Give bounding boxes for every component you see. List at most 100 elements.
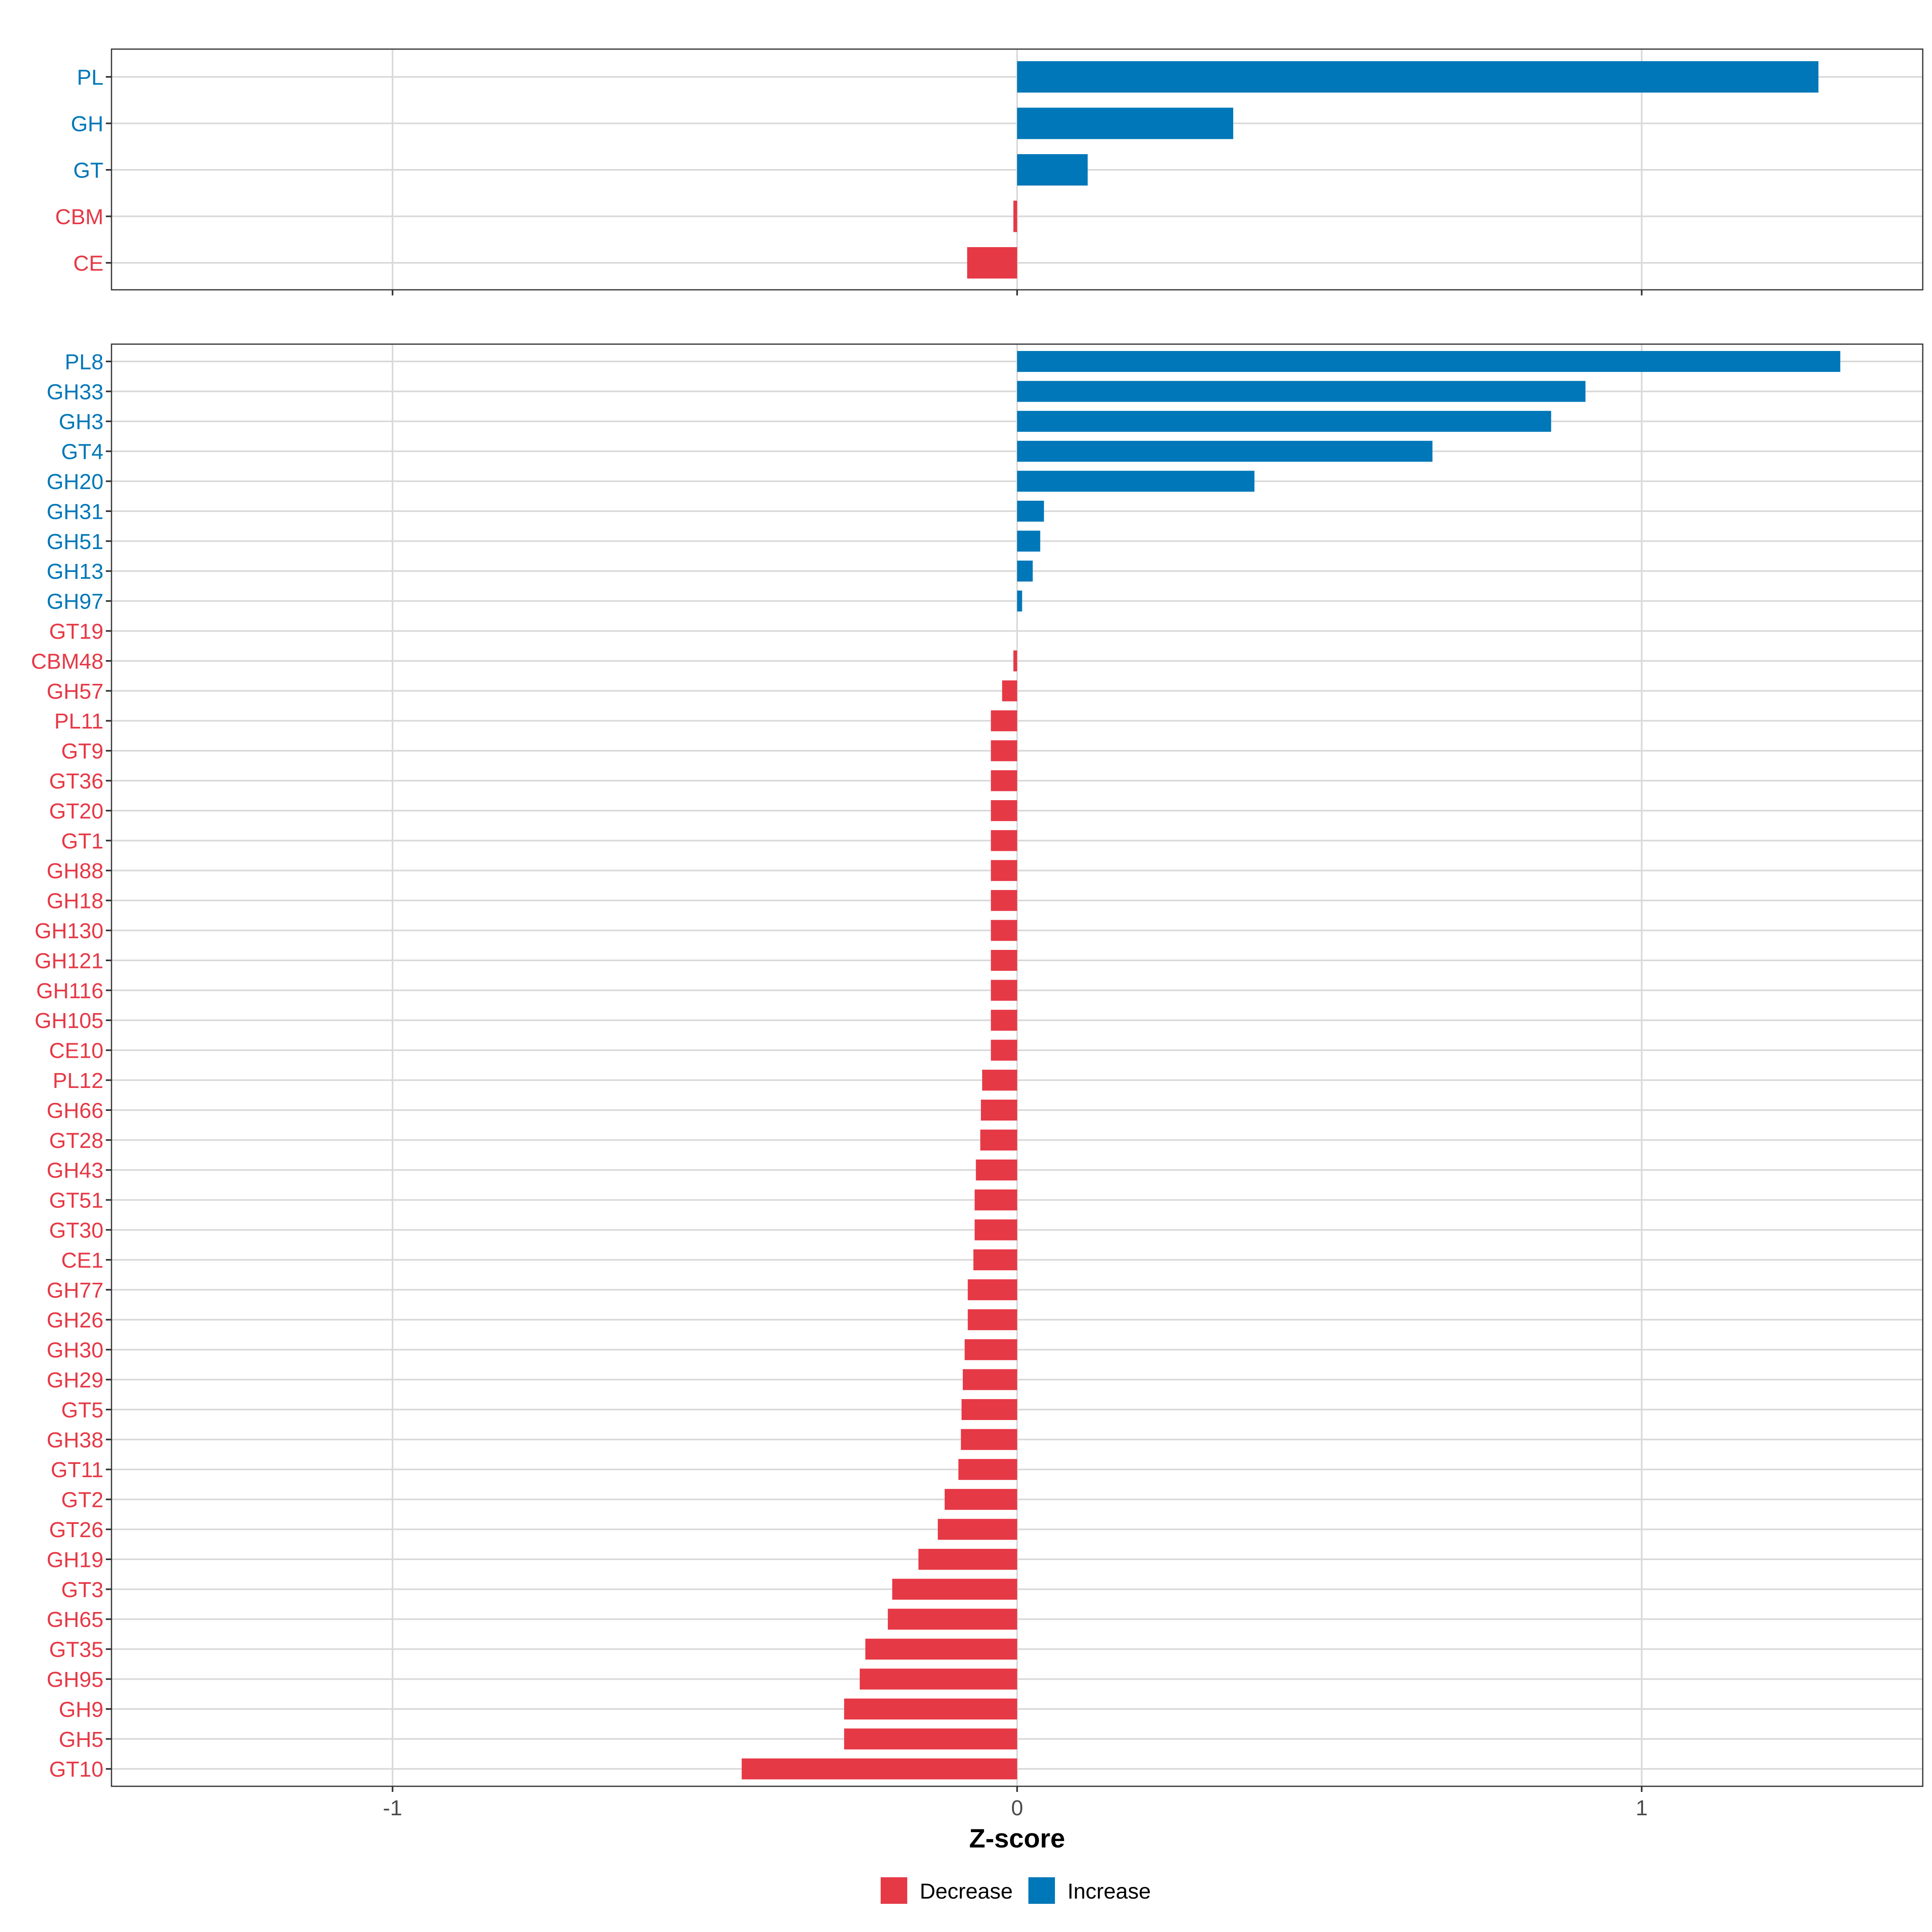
bar-pl11 — [991, 710, 1017, 731]
y-tick-label-gt51: GT51 — [49, 1189, 103, 1213]
y-tick-label-gt9: GT9 — [61, 739, 103, 764]
bar-gt51 — [974, 1189, 1017, 1211]
panel-border — [111, 48, 1924, 291]
y-tick-label-gt4: GT4 — [61, 440, 103, 464]
y-tick-label-ce1: CE1 — [61, 1248, 103, 1272]
panel-border — [111, 343, 1924, 1787]
bar-pl — [1017, 61, 1818, 93]
y-tick-label-gt20: GT20 — [49, 799, 103, 823]
y-tick-label-gt35: GT35 — [49, 1638, 103, 1662]
y-tick-label-pl8: PL8 — [65, 350, 103, 374]
bar-gh130 — [991, 920, 1017, 941]
y-tick-label-pl11: PL11 — [54, 709, 103, 733]
bar-gh66 — [981, 1100, 1017, 1121]
y-tick-label-gt1: GT1 — [61, 829, 103, 853]
y-tick-label-ce: CE — [73, 251, 103, 275]
y-tick-label-gh65: GH65 — [47, 1608, 103, 1632]
bar-gh20 — [1017, 471, 1255, 492]
bar-gh30 — [964, 1339, 1017, 1360]
bar-gh38 — [961, 1429, 1017, 1450]
y-tick-label-gh38: GH38 — [47, 1428, 103, 1452]
bar-pl12 — [982, 1069, 1017, 1091]
y-tick-label-gh19: GH19 — [47, 1548, 103, 1572]
bar-gh26 — [968, 1309, 1017, 1330]
bar-gh88 — [991, 860, 1017, 881]
panel-top: PL GH GT CBM CE — [55, 48, 1924, 295]
x-axis-title: Z-score — [969, 1823, 1065, 1853]
bar-gh5 — [844, 1728, 1017, 1750]
bar-ce10 — [991, 1040, 1017, 1061]
panel-bottom: PL8GH33GH3GT4GH20GH31GH51GH13GH97GT19CBM… — [31, 343, 1924, 1820]
x-tick-label: 1 — [1636, 1796, 1648, 1820]
y-tick-label-gh13: GH13 — [47, 559, 103, 584]
y-tick-label-gh57: GH57 — [47, 679, 103, 704]
bar-gh97 — [1017, 590, 1022, 612]
bar-gh116 — [991, 980, 1017, 1001]
y-tick-label-gt19: GT19 — [49, 619, 103, 644]
y-tick-label-cbm: CBM — [55, 205, 103, 229]
bar-gt9 — [991, 740, 1017, 762]
bar-cbm — [1013, 200, 1017, 232]
bar-gt — [1017, 154, 1088, 186]
y-tick-label-gt2: GT2 — [61, 1488, 103, 1512]
bar-gh43 — [976, 1159, 1017, 1181]
bar-gh3 — [1017, 411, 1551, 432]
bar-gt3 — [892, 1579, 1017, 1600]
y-tick-label-gh97: GH97 — [47, 590, 103, 614]
bar-gh77 — [968, 1279, 1017, 1300]
bar-gt4 — [1017, 441, 1432, 462]
y-tick-label-gh3: GH3 — [59, 410, 103, 434]
bar-cbm48 — [1013, 650, 1017, 671]
bar-gh13 — [1017, 560, 1033, 582]
y-tick-label-gt36: GT36 — [49, 769, 103, 793]
y-tick-label-gt10: GT10 — [49, 1757, 103, 1781]
y-tick-label-gh88: GH88 — [47, 859, 103, 883]
y-tick-label-gt30: GT30 — [49, 1218, 103, 1243]
x-tick-label: 0 — [1011, 1796, 1023, 1820]
bar-gt11 — [958, 1459, 1017, 1480]
y-tick-label-pl12: PL12 — [53, 1069, 103, 1093]
bar-gh121 — [991, 950, 1017, 971]
bar-gh33 — [1017, 381, 1586, 402]
bar-gh57 — [1002, 680, 1017, 702]
bar-pl8 — [1017, 351, 1841, 372]
bar-gt20 — [991, 800, 1017, 821]
bar-gt2 — [945, 1489, 1017, 1510]
y-tick-label-pl: PL — [77, 65, 103, 89]
bar-gh9 — [844, 1699, 1017, 1719]
bar-gh105 — [991, 1009, 1017, 1031]
y-tick-label-gh18: GH18 — [47, 889, 103, 913]
bar-gt30 — [974, 1219, 1017, 1241]
bar-gh95 — [859, 1668, 1017, 1690]
y-tick-label-gh43: GH43 — [47, 1158, 103, 1183]
bar-gh51 — [1017, 530, 1040, 552]
y-tick-label-gt: GT — [73, 158, 103, 182]
bar-gh31 — [1017, 501, 1044, 522]
bar-gt35 — [865, 1639, 1017, 1660]
y-tick-label-gh77: GH77 — [47, 1278, 103, 1302]
legend-key-decrease — [881, 1877, 907, 1904]
y-tick-label-ce10: CE10 — [49, 1039, 103, 1063]
bar-gh19 — [918, 1549, 1017, 1570]
y-tick-label-gt5: GT5 — [61, 1398, 103, 1422]
y-tick-label-gh31: GH31 — [47, 500, 103, 524]
y-tick-label-gh26: GH26 — [47, 1308, 103, 1332]
x-tick-label: -1 — [383, 1796, 402, 1820]
bar-gh — [1017, 107, 1233, 139]
bar-gt1 — [991, 830, 1017, 851]
legend-label-decrease: Decrease — [920, 1879, 1013, 1903]
y-tick-label-gh33: GH33 — [47, 380, 103, 404]
y-tick-label-gt11: GT11 — [51, 1458, 103, 1482]
legend: Decrease Increase — [881, 1877, 1151, 1904]
legend-key-increase — [1028, 1877, 1055, 1904]
y-tick-label-gh9: GH9 — [59, 1697, 103, 1721]
y-tick-label-gt28: GT28 — [49, 1129, 103, 1153]
bar-gt10 — [741, 1758, 1017, 1779]
y-tick-label-gh121: GH121 — [35, 949, 103, 973]
bar-gh18 — [991, 890, 1017, 911]
y-tick-label-gh95: GH95 — [47, 1668, 103, 1692]
bar-ce — [967, 247, 1017, 279]
bar-gt36 — [991, 770, 1017, 791]
bar-gt26 — [937, 1519, 1017, 1540]
